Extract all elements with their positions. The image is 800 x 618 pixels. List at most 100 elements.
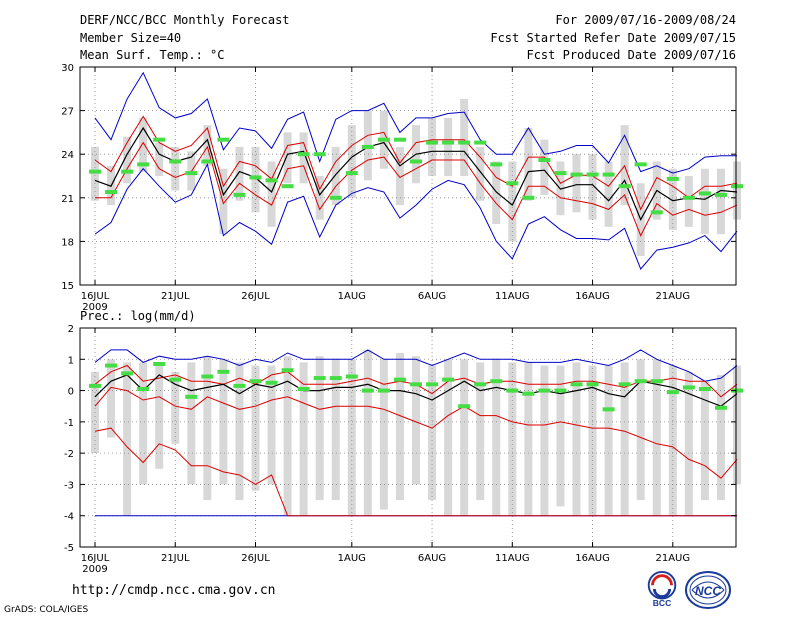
climatology-marker	[442, 140, 455, 145]
climatology-marker	[249, 379, 262, 384]
ensemble-box	[700, 381, 709, 501]
climatology-marker	[458, 140, 471, 145]
y-tick-label: -4	[64, 512, 74, 523]
ensemble-box	[508, 161, 517, 242]
ensemble-box	[139, 362, 148, 485]
x-tick-label: 6AUG	[418, 553, 446, 564]
chart-title: DERF/NCC/BCC Monthly Forecast	[80, 13, 290, 27]
climatology-marker	[329, 195, 342, 200]
x-tick-label: 21AUG	[655, 291, 690, 302]
ensemble-box	[733, 365, 741, 485]
source-url[interactable]: http://cmdp.ncc.cma.gov.cn	[72, 583, 276, 598]
ensemble-box	[267, 365, 276, 485]
climatology-marker	[474, 140, 487, 145]
ensemble-box	[155, 362, 164, 469]
ensemble-box	[123, 136, 132, 184]
y-tick-label: -1	[64, 418, 74, 429]
y-tick-label: 2	[68, 324, 74, 335]
forecast-produced-label: Fcst Produced Date 2009/07/16	[526, 48, 736, 62]
climatology-marker	[586, 172, 599, 177]
climatology-marker	[650, 379, 663, 384]
climatology-marker	[393, 377, 406, 382]
climatology-marker	[570, 172, 583, 177]
climatology-marker	[458, 404, 471, 409]
climatology-marker	[698, 387, 711, 392]
member-size-label: Member Size=40	[80, 31, 182, 45]
ensemble-box	[524, 128, 533, 201]
climatology-marker	[377, 388, 390, 393]
climatology-marker	[89, 169, 101, 174]
x-tick-label: 16AUG	[575, 291, 610, 302]
x-tick-label: 1AUG	[338, 553, 366, 564]
ensemble-box	[412, 356, 420, 485]
ensemble-box	[460, 359, 469, 516]
ensemble-mean-line	[94, 126, 738, 221]
climatology-marker	[121, 371, 134, 376]
climatology-marker	[731, 184, 743, 189]
ensemble-box	[331, 359, 340, 501]
ensemble-box	[700, 168, 709, 235]
ensemble-box	[203, 125, 212, 166]
climatology-marker	[89, 383, 101, 388]
y-tick-label: 21	[61, 194, 74, 205]
ensemble-box	[315, 356, 324, 501]
climatology-marker	[506, 388, 519, 393]
climatology-marker	[554, 171, 567, 176]
climatology-marker	[169, 159, 182, 164]
max-line	[94, 349, 738, 382]
ensemble-mean-line	[94, 374, 738, 407]
y-tick-label: 1	[68, 355, 74, 366]
climatology-marker	[329, 376, 342, 381]
ensemble-box	[444, 359, 453, 516]
climatology-marker	[602, 172, 615, 177]
climatology-marker	[522, 391, 535, 396]
climatology-marker	[586, 382, 599, 387]
climatology-marker	[393, 137, 406, 142]
climatology-marker	[137, 162, 150, 167]
ensemble-box	[187, 362, 196, 485]
climatology-marker	[377, 137, 390, 142]
x-tick-label: 16JUL	[81, 553, 110, 564]
variable-label: Mean Surf. Temp.: °C	[80, 48, 225, 62]
x-tick-label: 21JUL	[161, 553, 190, 564]
y-tick-label: 27	[61, 107, 74, 118]
x-tick-label: 11AUG	[495, 291, 530, 302]
climatology-marker	[442, 377, 455, 382]
ensemble-box	[684, 371, 693, 516]
ensemble-box	[219, 168, 228, 235]
ncc-logo-icon: NCC	[685, 571, 731, 609]
ensemble-box	[283, 132, 292, 184]
y-tick-label: 15	[61, 281, 74, 292]
climatology-marker	[233, 192, 246, 197]
climatology-marker	[538, 158, 551, 163]
climatology-marker	[361, 388, 374, 393]
grads-credit: GrADS: COLA/IGES	[4, 605, 89, 615]
precip-panel-title: Prec.: log(mm/d)	[80, 309, 196, 323]
climatology-marker	[121, 169, 134, 174]
x-tick-label: 1AUG	[338, 291, 366, 302]
ensemble-box	[171, 371, 180, 444]
climatology-marker	[137, 387, 150, 392]
ensemble-box	[155, 142, 164, 176]
ensemble-box	[428, 117, 437, 176]
climatology-marker	[506, 181, 519, 186]
ensemble-box	[299, 362, 308, 516]
climatology-marker	[169, 377, 182, 382]
climatology-marker	[201, 374, 214, 379]
climatology-marker	[217, 137, 230, 142]
ensemble-box	[492, 359, 501, 516]
climatology-marker	[426, 382, 439, 387]
ensemble-box	[235, 362, 244, 501]
climatology-marker	[410, 382, 422, 387]
ensemble-box	[203, 356, 212, 501]
ensemble-box	[283, 356, 292, 516]
climatology-marker	[426, 140, 439, 145]
climatology-marker	[313, 376, 326, 381]
climatology-marker	[570, 382, 583, 387]
ensemble-box	[219, 359, 228, 485]
ensemble-box	[363, 349, 372, 516]
climatology-marker	[265, 380, 278, 385]
ensemble-box	[540, 365, 549, 516]
